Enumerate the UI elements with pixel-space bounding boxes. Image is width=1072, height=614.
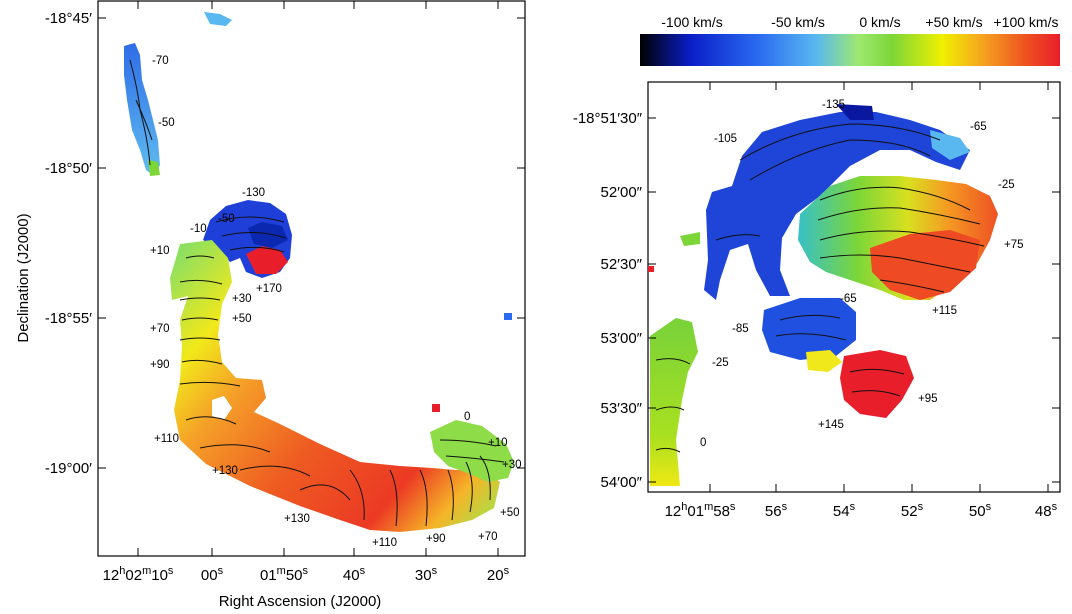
x-tick-label: 48s xyxy=(1035,501,1058,520)
northern-filament xyxy=(124,43,160,176)
x-tick-label: 20s xyxy=(487,565,510,584)
blue-clump-dark-core xyxy=(248,222,288,248)
right-panel: -135 -105 -65 -25 +75 +115 -65 -85 -25 +… xyxy=(573,81,1061,520)
y-tick-label: -19°00′ xyxy=(45,460,92,477)
y-tick-label: -18°50′ xyxy=(45,160,92,177)
left-velocity-map xyxy=(124,12,514,532)
contour-label: +50 xyxy=(232,313,252,325)
left-contours xyxy=(129,59,505,527)
contour-label: -65 xyxy=(970,121,987,133)
contour-label: -50 xyxy=(158,117,175,129)
blue-pixel xyxy=(504,313,512,320)
x-tick-label: 54s xyxy=(833,501,856,520)
contour-label: +30 xyxy=(232,293,252,305)
y-tick-label: 53′00″ xyxy=(601,330,643,347)
contour-label: +50 xyxy=(500,507,520,519)
arc-hole xyxy=(212,396,232,420)
contour-label: +10 xyxy=(150,245,170,257)
cyan-edge xyxy=(930,130,970,160)
right-contours xyxy=(655,123,985,453)
blue-clump-red-core xyxy=(246,246,288,274)
y-axis-title: Declination (J2000) xyxy=(15,213,32,342)
contour-label: -85 xyxy=(732,323,749,335)
colorbar-label: 0 km/s xyxy=(859,14,900,30)
contour-label: -135 xyxy=(822,99,845,111)
yellow-knot xyxy=(806,350,842,372)
contour-label: +110 xyxy=(154,433,179,445)
y-tick-label: 53′30″ xyxy=(601,400,643,417)
x-tick-label: 01m50s xyxy=(260,565,309,584)
contour-label: +75 xyxy=(1004,239,1024,251)
main-arc xyxy=(170,240,500,532)
y-tick-label: -18°55′ xyxy=(45,310,92,327)
colorbar-label: -50 km/s xyxy=(771,14,825,30)
contour-label: +10 xyxy=(488,437,508,449)
x-axis-title: Right Ascension (J2000) xyxy=(219,593,382,610)
colorbar-label: -100 km/s xyxy=(661,14,722,30)
dark-blue-knot xyxy=(836,104,874,120)
y-tick-label: -18°45′ xyxy=(45,10,92,27)
right-contour-labels: -135 -105 -65 -25 +75 +115 -65 -85 -25 +… xyxy=(700,99,1024,449)
y-tick-label: 52′00″ xyxy=(601,184,643,201)
contour-label: -50 xyxy=(218,213,235,225)
blue-southern-clump xyxy=(762,298,856,360)
x-tick-label: 12h01m58s xyxy=(665,501,736,520)
contour-label: +170 xyxy=(256,283,282,295)
contour-label: -25 xyxy=(998,179,1015,191)
contour-label: +90 xyxy=(150,359,170,371)
contour-label: -10 xyxy=(190,223,207,235)
eastern-lobe xyxy=(430,420,514,482)
contour-label: +110 xyxy=(372,537,397,549)
contour-label: -65 xyxy=(840,293,857,305)
contour-label: +130 xyxy=(212,465,238,477)
colorbar-gradient xyxy=(640,34,1060,66)
colorbar-label: +50 km/s xyxy=(925,14,982,30)
x-tick-label: 52s xyxy=(901,501,924,520)
x-tick-label: 12h02m10s xyxy=(103,565,174,584)
left-x-axis: 12h02m10s 00s 01m50s 40s 30s 20s Right A… xyxy=(103,1,510,610)
top-patch xyxy=(204,12,232,26)
contour-label: -70 xyxy=(152,55,169,67)
contour-label: +70 xyxy=(478,531,498,543)
contour-label: +145 xyxy=(818,419,844,431)
right-x-axis: 12h01m58s 56s 54s 52s 50s 48s xyxy=(665,82,1058,520)
colorbar: -100 km/s -50 km/s 0 km/s +50 km/s +100 … xyxy=(640,14,1060,66)
contour-label: 0 xyxy=(464,411,470,423)
x-tick-label: 00s xyxy=(201,565,224,584)
red-pixel xyxy=(432,404,440,412)
left-y-axis: -18°45′ -18°50′ -18°55′ -19°00′ Declinat… xyxy=(15,10,525,477)
contour-label: +30 xyxy=(502,459,522,471)
contour-label: -105 xyxy=(714,133,737,145)
y-tick-label: 54′00″ xyxy=(601,474,643,491)
red-southern-clump xyxy=(840,350,914,418)
x-tick-label: 40s xyxy=(343,565,366,584)
filament-tip xyxy=(148,160,160,176)
left-contour-labels: -70 -50 -130 -10 -50 +10 +170 +30 +50 +7… xyxy=(150,55,522,549)
colorbar-label: +100 km/s xyxy=(994,14,1059,30)
contour-label: 0 xyxy=(700,437,706,449)
green-fleck xyxy=(680,232,700,246)
contour-label: +70 xyxy=(150,323,170,335)
contour-label: -130 xyxy=(242,187,265,199)
red-fleck xyxy=(648,266,654,272)
right-velocity-map xyxy=(648,104,998,486)
western-filament xyxy=(650,318,698,486)
y-tick-label: -18°51′30″ xyxy=(573,110,643,127)
x-tick-label: 30s xyxy=(415,565,438,584)
contour-label: +115 xyxy=(932,305,957,317)
blue-shell xyxy=(704,112,970,300)
contour-label: +90 xyxy=(426,533,446,545)
right-y-axis: -18°51′30″ 52′00″ 52′30″ 53′00″ 53′30″ 5… xyxy=(573,110,1060,491)
contour-label: +130 xyxy=(284,513,310,525)
left-panel: -70 -50 -130 -10 -50 +10 +170 +30 +50 +7… xyxy=(15,0,526,610)
x-tick-label: 56s xyxy=(765,501,788,520)
y-tick-label: 52′30″ xyxy=(601,256,643,273)
contour-label: +95 xyxy=(918,393,938,405)
x-tick-label: 50s xyxy=(969,501,992,520)
contour-label: -25 xyxy=(712,357,729,369)
